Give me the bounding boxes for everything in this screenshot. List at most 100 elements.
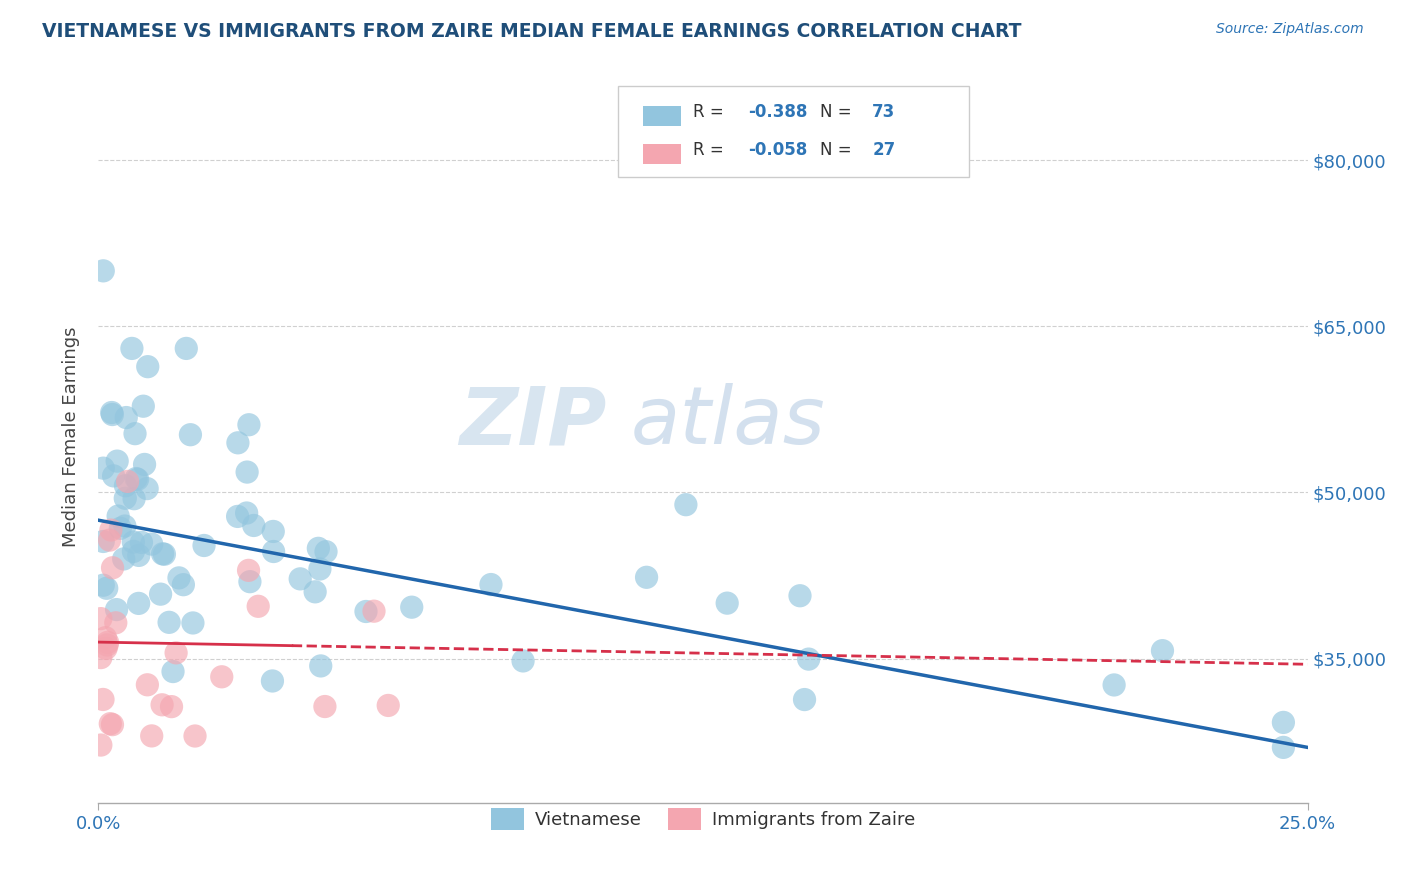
Legend: Vietnamese, Immigrants from Zaire: Vietnamese, Immigrants from Zaire bbox=[484, 801, 922, 838]
Point bbox=[97, 635, 120, 649]
Point bbox=[107, 509, 129, 524]
Point bbox=[152, 547, 174, 561]
Point bbox=[91, 461, 114, 475]
Point bbox=[90, 650, 112, 665]
Text: -0.388: -0.388 bbox=[748, 103, 807, 120]
Point bbox=[304, 584, 326, 599]
Point bbox=[132, 399, 155, 413]
Point bbox=[98, 716, 121, 731]
Point bbox=[401, 600, 423, 615]
Point bbox=[149, 587, 172, 601]
Point bbox=[1152, 643, 1174, 657]
Text: R =: R = bbox=[693, 103, 730, 120]
Point bbox=[675, 498, 697, 512]
Point bbox=[101, 408, 124, 422]
Point bbox=[160, 699, 183, 714]
Text: R =: R = bbox=[693, 141, 730, 159]
Point bbox=[242, 518, 264, 533]
Text: VIETNAMESE VS IMMIGRANTS FROM ZAIRE MEDIAN FEMALE EARNINGS CORRELATION CHART: VIETNAMESE VS IMMIGRANTS FROM ZAIRE MEDI… bbox=[42, 22, 1022, 41]
Point bbox=[96, 638, 118, 652]
FancyBboxPatch shape bbox=[619, 86, 969, 178]
Point bbox=[94, 641, 117, 656]
Point bbox=[262, 524, 284, 539]
Point bbox=[174, 342, 197, 356]
Point bbox=[114, 519, 136, 533]
Point bbox=[1102, 678, 1125, 692]
Point bbox=[103, 469, 125, 483]
Point bbox=[136, 359, 159, 374]
Point bbox=[236, 465, 259, 479]
Point bbox=[112, 552, 135, 566]
Point bbox=[165, 646, 187, 660]
Point bbox=[162, 665, 184, 679]
Point bbox=[94, 631, 117, 645]
Point bbox=[114, 479, 136, 493]
Point bbox=[134, 458, 156, 472]
Point bbox=[793, 692, 815, 706]
FancyBboxPatch shape bbox=[643, 106, 682, 126]
Point bbox=[789, 589, 811, 603]
Point bbox=[238, 563, 260, 577]
Point bbox=[262, 673, 284, 688]
Text: 27: 27 bbox=[872, 141, 896, 159]
Point bbox=[226, 509, 249, 524]
Point bbox=[124, 426, 146, 441]
Point bbox=[314, 699, 336, 714]
Text: -0.058: -0.058 bbox=[748, 141, 807, 159]
Text: ZIP: ZIP bbox=[458, 384, 606, 461]
Point bbox=[377, 698, 399, 713]
Point bbox=[290, 572, 312, 586]
Point bbox=[211, 670, 233, 684]
Text: N =: N = bbox=[820, 141, 858, 159]
Point bbox=[117, 475, 139, 489]
Point bbox=[157, 615, 180, 630]
Point bbox=[131, 535, 153, 549]
Point bbox=[110, 521, 132, 535]
Point bbox=[797, 652, 820, 666]
Point bbox=[263, 544, 285, 558]
Point bbox=[100, 405, 122, 419]
Point bbox=[315, 544, 337, 558]
Point bbox=[98, 533, 121, 548]
Point bbox=[363, 604, 385, 618]
Point bbox=[141, 537, 163, 551]
Point bbox=[91, 578, 114, 592]
Point bbox=[105, 602, 128, 616]
Point bbox=[125, 471, 148, 485]
Point bbox=[91, 264, 114, 278]
Point bbox=[636, 570, 658, 584]
Point bbox=[101, 717, 124, 731]
Point bbox=[104, 615, 127, 630]
Point bbox=[90, 612, 112, 626]
Text: N =: N = bbox=[820, 103, 858, 120]
Point bbox=[122, 544, 145, 558]
Point bbox=[136, 482, 159, 496]
Point bbox=[122, 491, 145, 506]
Point bbox=[184, 729, 207, 743]
Point bbox=[91, 534, 114, 549]
Point bbox=[172, 577, 194, 591]
Point bbox=[239, 574, 262, 589]
Point bbox=[167, 571, 190, 585]
Point bbox=[128, 549, 150, 563]
Point bbox=[226, 435, 249, 450]
Point bbox=[153, 547, 176, 561]
Text: atlas: atlas bbox=[630, 384, 825, 461]
Point bbox=[115, 410, 138, 425]
Point bbox=[1272, 740, 1295, 755]
Point bbox=[122, 535, 145, 549]
Point bbox=[479, 577, 502, 591]
Y-axis label: Median Female Earnings: Median Female Earnings bbox=[62, 326, 80, 548]
Point bbox=[512, 654, 534, 668]
Point bbox=[91, 692, 114, 706]
Point bbox=[101, 561, 124, 575]
FancyBboxPatch shape bbox=[643, 144, 682, 163]
Point bbox=[179, 427, 201, 442]
Point bbox=[100, 523, 122, 537]
Point bbox=[136, 678, 159, 692]
Point bbox=[121, 342, 143, 356]
Point bbox=[193, 539, 215, 553]
Point bbox=[127, 472, 149, 486]
Point bbox=[235, 506, 257, 520]
Point bbox=[307, 541, 329, 556]
